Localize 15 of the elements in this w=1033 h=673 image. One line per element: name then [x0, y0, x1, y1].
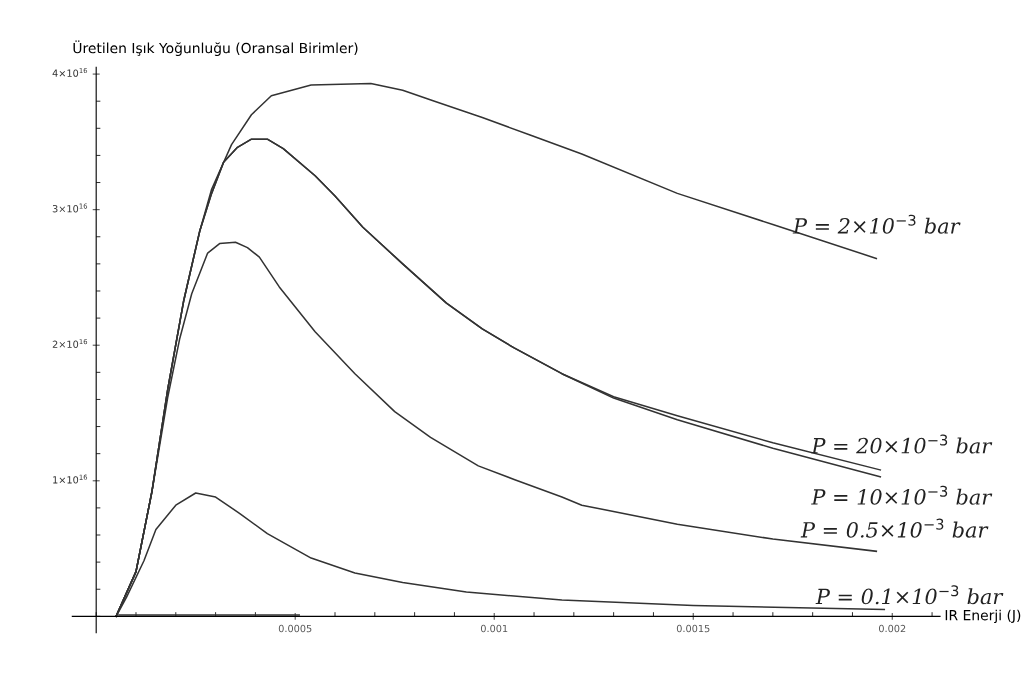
x-tick-label: 0.0015 — [676, 624, 710, 633]
series-label: P = 10×10$^{−3}$ bar — [811, 485, 993, 505]
y-axis-title: Üretilen Işık Yoğunluğu (Oransal Birimler) — [73, 40, 358, 56]
y-tick-label: 3×10$^{16}$ — [52, 203, 88, 213]
x-tick-label: 0.002 — [878, 624, 906, 633]
y-tick-label: 2×10$^{16}$ — [52, 339, 88, 348]
y-tick-label: 4×10$^{16}$ — [52, 67, 88, 77]
y-tick-label: 1×10$^{16}$ — [53, 474, 88, 484]
series-label: P = 2×10$^{−3}$ bar — [792, 214, 961, 234]
series-label: P = 20×10$^{−3}$ bar — [811, 434, 993, 454]
series-label: P = 0.5×10$^{−3}$ bar — [800, 518, 989, 538]
series-label: P = 0.1×10$^{−3}$ bar — [815, 585, 1004, 605]
x-tick-label: 0.0005 — [278, 624, 312, 633]
x-axis-title: IR Enerji (J) — [945, 609, 1021, 624]
x-tick-label: 0.001 — [480, 624, 508, 633]
